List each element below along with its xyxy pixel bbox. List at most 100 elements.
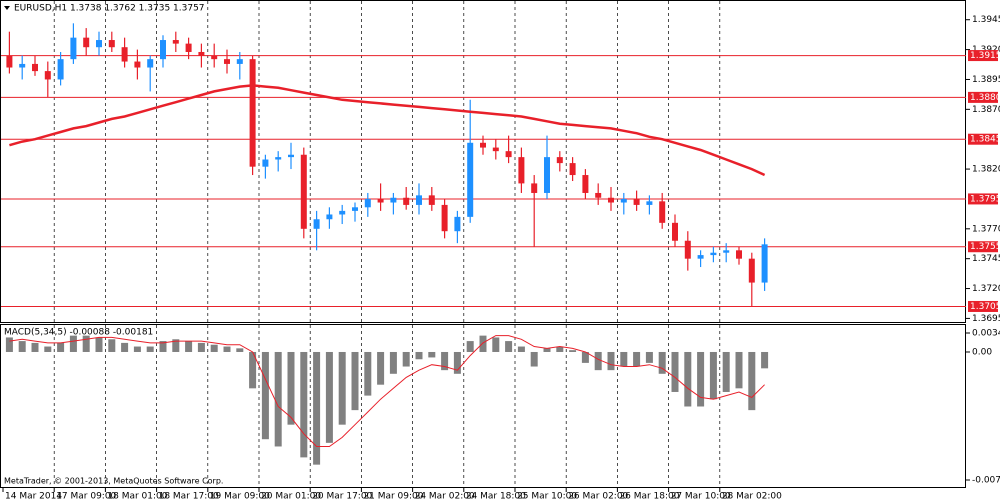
candle-body [403,197,410,205]
macd-bar [441,351,449,371]
macd-bar [633,351,641,367]
macd-bar [517,346,525,352]
candle-body [313,219,320,229]
macd-bar [492,337,500,352]
level-label-box [968,193,998,205]
macd-bar [697,351,705,407]
symbol-header: EURUSD,H1 1.3738 1.3762 1.3735 1.3757 [14,4,205,14]
macd-bar [31,342,39,352]
candle-body [57,59,64,80]
candle-body [288,154,294,158]
macd-bar [351,351,359,411]
menu-triangle[interactable] [4,6,10,10]
candle-body [684,240,691,259]
labels: EURUSD,H1 1.3738 1.3762 1.3735 1.3757 MA… [4,4,1000,502]
macd-bar [172,339,180,352]
macd-bar [82,335,90,352]
macd-bar [185,341,193,352]
candle-body [569,163,576,176]
candle-body [108,40,115,48]
macd-bar [197,342,205,352]
macd-bar [261,351,269,440]
x-tick-label: 27 Mar 10:00 [671,492,731,502]
y-tick-label: 1.3695 [972,314,1000,324]
macd-bar [18,341,26,352]
candle-body [96,40,102,48]
candle-body [83,37,90,48]
macd-bar [121,342,129,352]
macd-bar [607,351,615,371]
macd-bar [338,351,346,425]
candle-body [121,47,128,62]
macd-bar [274,351,282,447]
moving-average [9,84,766,177]
candle-body [505,151,512,158]
candle-body [6,55,13,68]
x-tick-label: 20 Mar 01:00 [261,492,321,502]
macd-bar [735,351,743,389]
y-tick-label: 1.3770 [972,224,1000,234]
macd-bar [748,351,756,411]
level-label: 1.3845 [970,135,1000,145]
macd-bar [44,346,52,352]
macd-bar [466,341,474,352]
candle-body [454,216,461,232]
level-label: 1.3880 [970,93,1000,103]
candle-body [390,197,397,203]
macd-pane-border [0,324,966,488]
x-tick-label: 19 Mar 09:00 [210,492,270,502]
candle-body [211,55,218,60]
copyright: MetaTrader, © 2001-2013, MetaQuotes Soft… [4,477,223,486]
candle-body [416,195,422,205]
macd-bar [313,351,321,465]
candle-body [518,157,525,184]
signal-line [9,335,765,447]
candle-body [620,198,627,203]
macd-bar [722,351,730,392]
candle-body [172,40,179,44]
macd-bar [569,350,577,352]
macd-bar [556,346,564,352]
macd-bar [709,351,717,400]
candle-body [70,37,77,60]
x-tick-label: 18 Mar 17:00 [159,492,219,502]
candle-body [467,142,474,217]
candle-body [748,258,755,283]
macd-title: MACD(5,34,5) -0.00088 -0.00181 [4,328,153,338]
candle-body [236,59,243,64]
grid [1,1,970,492]
macd-bar [159,341,167,352]
macd-bar [658,351,666,374]
price-pane-border [0,0,966,323]
candle-body [761,244,768,283]
candle-body [531,183,538,193]
macd-bar [108,339,116,352]
candle-body [198,51,205,56]
candle-body [224,59,230,64]
level-label-box [968,50,998,62]
y-tick-label: -0.00705 [972,476,1000,486]
candle-body [326,214,333,220]
macd-bar [761,351,769,369]
level-label-box [968,133,998,145]
macd-bar [415,351,423,360]
macd-bar [364,351,372,396]
candle-body [134,61,141,68]
macd-bar [389,351,397,374]
macd-bar [325,351,333,443]
y-tick-label: 1.3820 [972,165,1000,175]
macd-bar [505,341,513,352]
y-tick-label: 0.00344 [972,329,1000,339]
y-tick-label: 1.3720 [972,284,1000,294]
candle-body [147,59,154,68]
macd-bar [671,351,679,392]
candle-body [262,159,269,167]
macd-bar [69,335,77,352]
macd-bar [453,351,461,374]
macd-bar [479,335,487,352]
y-tick-label: 1.3945 [972,15,1000,25]
candle-body [249,59,256,167]
macd-bar [249,351,257,389]
macd-bar [146,346,154,352]
